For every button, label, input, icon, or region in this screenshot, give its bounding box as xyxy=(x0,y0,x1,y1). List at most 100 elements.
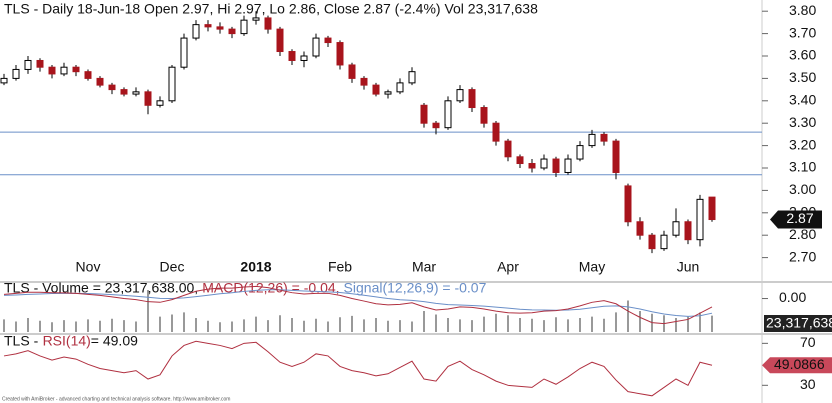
candle-body xyxy=(12,68,20,79)
candle-body xyxy=(0,77,8,84)
candle-body xyxy=(72,66,80,73)
macd-line xyxy=(3,285,713,325)
candle-body xyxy=(312,37,320,57)
last-price-label: 2.87 xyxy=(786,210,813,226)
candle-body xyxy=(660,234,668,250)
y-tick-label: 2.80 xyxy=(789,226,816,242)
candle-body xyxy=(36,59,44,68)
x-tick-label: Nov xyxy=(76,259,101,275)
candle-body xyxy=(636,221,644,236)
footer: Created with AmiBroker - advanced charti… xyxy=(2,396,230,402)
candle-body xyxy=(432,122,440,129)
rsi-title: TLS - xyxy=(4,333,39,349)
candle-body xyxy=(612,140,620,173)
candle-body xyxy=(204,24,212,28)
y-tick-label: 2.70 xyxy=(789,248,816,264)
x-tick-label: Mar xyxy=(412,259,436,275)
candle-body xyxy=(168,66,176,102)
candle-body xyxy=(96,77,104,86)
candle-body xyxy=(480,107,488,124)
macd-label: MACD(12,26) = -0.04, xyxy=(202,280,339,296)
y-tick-label: 3.70 xyxy=(789,24,816,40)
volume-label-group: 23,317,638 xyxy=(764,315,832,332)
y-tick-label: 70 xyxy=(800,334,816,350)
y-tick-label: 3.20 xyxy=(789,136,816,152)
x-tick-label: Dec xyxy=(160,259,185,275)
volume-label: 23,317,638 xyxy=(766,315,832,331)
candle-body xyxy=(648,234,656,250)
candle-body xyxy=(696,198,704,241)
y-tick-label: 3.60 xyxy=(789,47,816,63)
candle-body xyxy=(672,221,680,236)
candle-body xyxy=(84,71,92,79)
candle-body xyxy=(684,221,692,241)
candle-body xyxy=(516,156,524,165)
y-tick-label: 3.80 xyxy=(789,2,816,18)
candle-body xyxy=(528,163,536,169)
candle-body xyxy=(144,91,152,106)
candle-body xyxy=(60,66,68,75)
signal-line xyxy=(3,289,713,317)
candle-body xyxy=(288,51,296,61)
candle-body xyxy=(708,196,716,221)
x-tick-label: Feb xyxy=(328,259,352,275)
candle-body xyxy=(48,66,56,75)
candle-body xyxy=(192,24,200,39)
signal-label: Signal(12,26,9) = -0.07 xyxy=(344,280,487,296)
candle-body xyxy=(300,55,308,61)
candle-body xyxy=(240,19,248,35)
candle-body xyxy=(228,28,236,35)
candle-body xyxy=(108,84,116,91)
candle-body xyxy=(396,82,404,93)
candle-body xyxy=(156,100,164,106)
volume-label-box xyxy=(764,315,832,332)
candle-body xyxy=(372,84,380,95)
rsi-label: 49.0866 xyxy=(774,356,825,372)
candle-body xyxy=(576,145,584,160)
rsi-label-box xyxy=(762,357,832,374)
candle-body xyxy=(552,158,560,173)
x-tick-label: 2018 xyxy=(240,259,271,275)
y-tick-label: 3.30 xyxy=(789,114,816,130)
candle-body xyxy=(600,133,608,142)
volume-title: TLS - Volume = 23,317,638.00, xyxy=(4,280,198,296)
candle-body xyxy=(264,17,272,30)
candle-body xyxy=(468,89,476,109)
y-tick-label: 0.00 xyxy=(779,289,806,305)
y-tick-label: 3.10 xyxy=(789,159,816,175)
candle-body xyxy=(132,91,140,95)
last-price-box xyxy=(770,210,822,229)
candle-body xyxy=(588,133,596,147)
candle-body xyxy=(504,140,512,158)
y-tick-label: 30 xyxy=(800,376,816,392)
candle-body xyxy=(252,17,260,21)
candle-body xyxy=(336,42,344,66)
candle-body xyxy=(24,59,32,70)
candle-body xyxy=(564,158,572,173)
x-tick-label: Apr xyxy=(497,259,519,275)
candle-body xyxy=(420,104,428,124)
candle-body xyxy=(456,89,464,102)
candle-body xyxy=(624,185,632,223)
candle-body xyxy=(180,37,188,68)
x-tick-label: May xyxy=(579,259,605,275)
y-tick-label: 3.40 xyxy=(789,92,816,108)
rsi-indicator: RSI(14) xyxy=(43,333,91,349)
candle-body xyxy=(324,37,332,44)
candle-body xyxy=(360,77,368,86)
candle-body xyxy=(216,26,224,30)
candle-body xyxy=(276,28,284,53)
candle-body xyxy=(384,91,392,95)
rsi-line xyxy=(3,340,713,397)
candle-body xyxy=(492,122,500,142)
y-tick-label: 3.00 xyxy=(789,181,816,197)
y-tick-label: 3.50 xyxy=(789,69,816,85)
rsi-value: = 49.09 xyxy=(91,333,138,349)
candle-body xyxy=(120,89,128,95)
x-tick-label: Jun xyxy=(677,259,700,275)
candle-body xyxy=(540,158,548,169)
candle-body xyxy=(444,100,452,129)
candle-body xyxy=(408,71,416,84)
